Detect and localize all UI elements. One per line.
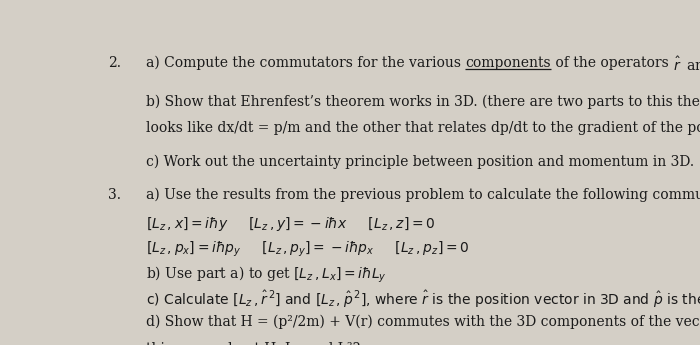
Text: components: components [466,56,551,70]
Text: $\hat{r}$: $\hat{r}$ [673,56,682,74]
Text: and $\hat{p}$.: and $\hat{p}$. [682,56,700,76]
Text: components: components [466,56,551,70]
Text: a) Compute the commutators for the various: a) Compute the commutators for the vario… [146,56,466,70]
Text: a) Use the results from the previous problem to calculate the following commutat: a) Use the results from the previous pro… [146,188,700,202]
Text: d) Show that H = (p²/2m) + V(r) commutes with the 3D components of the vector L.: d) Show that H = (p²/2m) + V(r) commutes… [146,315,700,329]
Text: 3.: 3. [108,188,121,201]
Text: of the operators: of the operators [551,56,673,70]
Text: looks like dx/dt = p/m and the other that relates dp/dt to the gradient of the p: looks like dx/dt = p/m and the other tha… [146,121,700,136]
Text: this mean about H, L ₂ and L²?: this mean about H, L ₂ and L²? [146,341,360,345]
Text: $[L_z\,,p_x] = i\hbar p_y$     $[L_z\,,p_y] = -i\hbar p_x$     $[L_z\,,p_z] = 0$: $[L_z\,,p_x] = i\hbar p_y$ $[L_z\,,p_y] … [146,239,470,259]
Text: b) Use part a) to get $[L_z\,,L_x] = i\hbar L_y$: b) Use part a) to get $[L_z\,,L_x] = i\h… [146,265,387,285]
Text: c) Work out the uncertainty principle between position and momentum in 3D.: c) Work out the uncertainty principle be… [146,155,694,169]
Text: $[L_z\,,x] = i\hbar y$     $[L_z\,,y] = -i\hbar x$     $[L_z\,,z] = 0$: $[L_z\,,x] = i\hbar y$ $[L_z\,,y] = -i\h… [146,215,435,233]
Text: 2.: 2. [108,56,121,70]
Text: $\hat{r}$: $\hat{r}$ [673,56,682,74]
Text: b) Show that Ehrenfest’s theorem works in 3D. (there are two parts to this theor: b) Show that Ehrenfest’s theorem works i… [146,95,700,109]
Text: a) Compute the commutators for the various: a) Compute the commutators for the vario… [146,56,466,70]
Text: c) Calculate $[L_z\,,\hat{r}^{\,2}]$ and $[L_z\,,\hat{p}^{\,2}]$, where $\hat{r}: c) Calculate $[L_z\,,\hat{r}^{\,2}]$ and… [146,289,700,310]
Text: of the operators: of the operators [551,56,673,70]
